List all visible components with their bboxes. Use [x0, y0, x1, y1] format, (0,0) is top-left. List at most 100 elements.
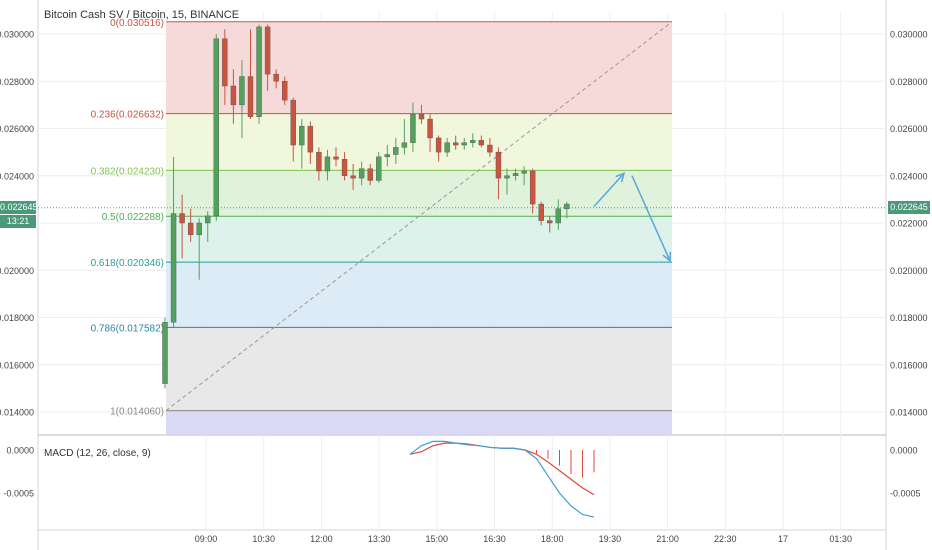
macd-axis-label-left: -0.0005 — [3, 489, 34, 499]
candle — [264, 24, 271, 91]
fib-trend-line — [165, 21, 673, 411]
price-axis-label-left: 0.024000 — [0, 171, 34, 181]
fib-zone — [166, 262, 672, 328]
candle — [247, 29, 254, 120]
price-axis-label-left: 0.020000 — [0, 266, 34, 276]
macd-axis-label-left: 0.0000 — [6, 446, 34, 456]
time-axis-label: 22:30 — [714, 534, 737, 544]
fib-level-label: 1(0.014060) — [110, 407, 164, 418]
candle — [512, 168, 519, 181]
timer-badge: 13:21 — [0, 214, 36, 228]
time-axis-label: 21:00 — [656, 534, 679, 544]
fib-level-label: 0.236(0.026632) — [91, 110, 164, 121]
candle — [547, 215, 553, 233]
candle-body — [418, 114, 425, 120]
candle-body — [453, 142, 459, 146]
price-axis-label-right: 0.016000 — [890, 360, 928, 370]
candle-body — [196, 222, 202, 236]
candle — [187, 208, 194, 242]
macd-line — [409, 440, 595, 518]
macd-signal-line — [409, 442, 595, 496]
candle-body — [504, 175, 510, 179]
candle — [401, 119, 408, 155]
candle — [367, 163, 373, 186]
candle-body — [170, 213, 177, 323]
candle — [316, 147, 322, 181]
candle — [333, 147, 339, 167]
time-axis-label: 15:00 — [426, 534, 449, 544]
chart-title: Bitcoin Cash SV / Bitcoin, 15, BINANCE — [44, 9, 240, 21]
price-badge-right: 0.022645 — [888, 200, 930, 214]
macd-axis-label-right: -0.0005 — [890, 489, 921, 499]
candle-body — [213, 38, 220, 217]
candle — [487, 137, 493, 157]
candle-body — [282, 81, 288, 101]
candle — [470, 133, 476, 148]
candle-body — [478, 140, 485, 146]
candle-body — [555, 208, 561, 224]
candle — [324, 149, 331, 181]
fib-zone — [166, 170, 672, 217]
candle-body — [273, 73, 279, 82]
candle-body — [187, 222, 194, 236]
time-axis-label: 19:30 — [599, 534, 622, 544]
price-axis-label-right: 0.026000 — [890, 124, 928, 134]
fib-zone — [166, 410, 672, 435]
candle — [504, 168, 510, 195]
candle — [230, 69, 237, 124]
price-axis-label-right: 0.030000 — [890, 30, 928, 40]
candle-body — [341, 159, 348, 176]
fib-level-label: 0.382(0.024230) — [91, 166, 164, 177]
candle — [222, 29, 228, 105]
candle-body — [367, 168, 373, 181]
price-axis-label-left: 0.028000 — [0, 77, 34, 87]
price-axis-label-right: 0.020000 — [890, 266, 928, 276]
candle-body — [290, 99, 296, 146]
candle — [410, 102, 416, 153]
macd-legend: MACD (12, 26, close, 9) — [44, 448, 151, 459]
candle — [538, 201, 544, 226]
candle — [213, 34, 220, 221]
candle — [256, 24, 262, 124]
candle-body — [324, 156, 331, 172]
candle — [384, 145, 390, 167]
candle — [239, 59, 245, 138]
price-axis-label-right: 0.024000 — [890, 171, 928, 181]
candle-body — [529, 170, 536, 205]
arrow-head — [615, 172, 626, 183]
candle — [179, 194, 185, 259]
candle — [453, 135, 459, 150]
candle — [529, 168, 536, 214]
candle-body — [256, 26, 262, 117]
arrow-head — [662, 251, 672, 263]
candle — [282, 76, 288, 105]
candle-body — [393, 147, 399, 155]
projection-arrow — [593, 172, 625, 207]
price-axis-label-right: 0.014000 — [890, 408, 928, 418]
candle — [307, 121, 314, 164]
candle-body — [205, 215, 211, 224]
fib-level-label: 0.618(0.020346) — [91, 258, 164, 269]
candle — [418, 104, 425, 124]
candle-body — [564, 203, 570, 210]
candle — [495, 147, 502, 200]
candle-body — [358, 168, 365, 179]
candle-body — [512, 173, 519, 176]
candle — [273, 69, 279, 89]
fib-zone — [166, 113, 672, 171]
candle-body — [427, 118, 433, 139]
candle-body — [179, 213, 185, 224]
candle — [350, 163, 356, 190]
candle-body — [495, 151, 502, 179]
candle-body — [487, 144, 493, 153]
price-axis-label-left: 0.014000 — [0, 408, 34, 418]
time-axis-label: 10:30 — [252, 534, 275, 544]
fib-level-label: 0.786(0.017582) — [91, 323, 164, 334]
time-axis-label: 13:30 — [368, 534, 391, 544]
candle — [376, 152, 382, 183]
fib-zone — [166, 327, 672, 411]
candle — [290, 97, 296, 162]
price-axis-label-right: 0.022000 — [890, 219, 928, 229]
candle-body — [316, 151, 322, 172]
